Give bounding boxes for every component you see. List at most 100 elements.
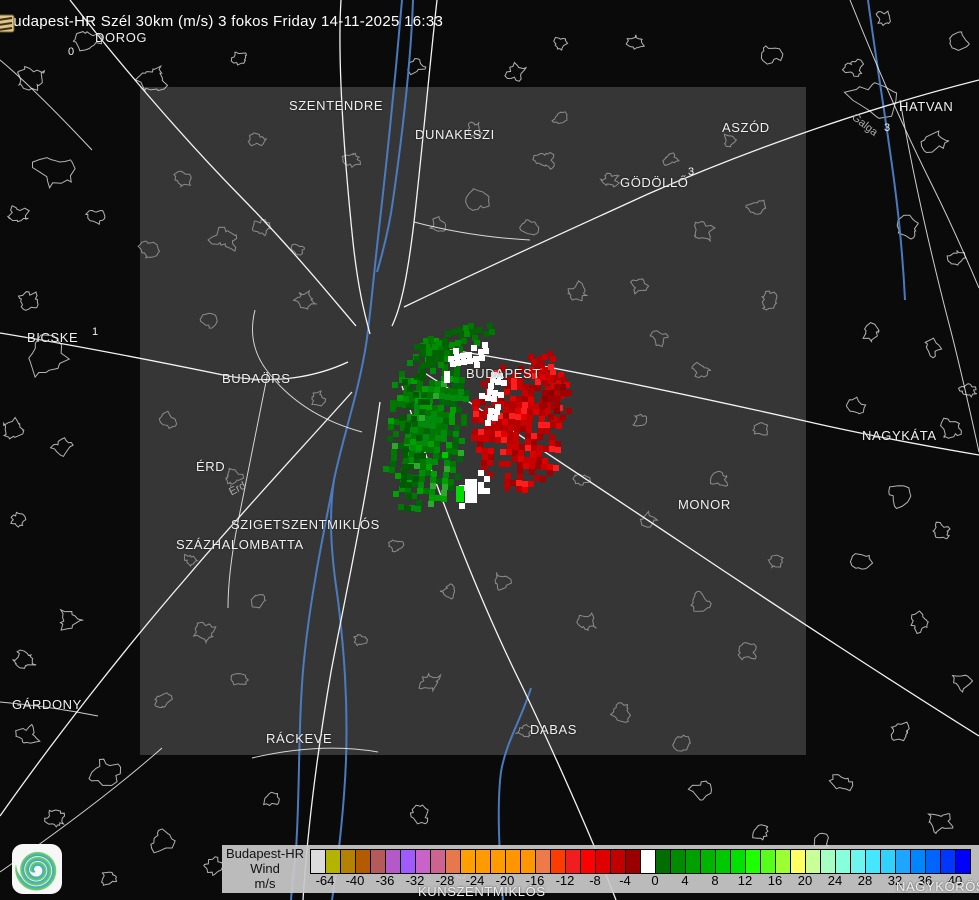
colorbar-cell bbox=[506, 850, 521, 873]
settlement-boundary bbox=[465, 188, 490, 212]
colorbar-tick-label: 8 bbox=[711, 873, 719, 888]
colorbar-tick-label: 32 bbox=[887, 873, 903, 888]
settlement-boundary bbox=[418, 672, 442, 693]
settlement-boundary bbox=[137, 240, 161, 259]
settlement-boundary bbox=[341, 152, 361, 168]
colorbar-tick-label: 0 bbox=[651, 873, 659, 888]
settlement-boundary bbox=[957, 383, 978, 398]
colorbar-cell bbox=[866, 850, 881, 873]
settlement-boundary bbox=[388, 539, 405, 553]
colorbar-cell bbox=[476, 850, 491, 873]
settlement-boundary bbox=[199, 312, 218, 329]
settlement-boundary bbox=[946, 249, 967, 266]
colorbar-cell bbox=[911, 850, 926, 873]
settlement-boundary bbox=[100, 871, 118, 886]
settlement-boundary bbox=[224, 467, 245, 485]
colorbar-tickmark bbox=[325, 870, 326, 873]
settlement-boundary bbox=[150, 828, 176, 854]
road-rackeve-cross bbox=[251, 747, 379, 759]
road-erd bbox=[227, 371, 269, 609]
settlement-boundary bbox=[6, 205, 30, 223]
colorbar-tick-label: -32 bbox=[405, 873, 425, 888]
settlement-boundary bbox=[551, 111, 568, 125]
settlement-boundary bbox=[44, 809, 66, 828]
settlement-boundary bbox=[494, 572, 512, 591]
road-hatvan-a bbox=[849, 0, 979, 289]
settlement-boundary bbox=[760, 290, 778, 311]
settlement-boundary bbox=[183, 553, 199, 568]
settlement-boundary bbox=[250, 594, 267, 609]
colorbar-tickmark bbox=[385, 870, 386, 873]
settlement-boundaries-layer bbox=[2, 10, 978, 886]
settlement-boundary bbox=[939, 417, 962, 439]
colorbar-tick-label: 28 bbox=[857, 873, 873, 888]
legend-product: Budapest-HR bbox=[225, 846, 305, 861]
colorbar-cell bbox=[896, 850, 911, 873]
colorbar-cell bbox=[536, 850, 551, 873]
road-northeast bbox=[403, 79, 979, 308]
colorbar-cell bbox=[731, 850, 746, 873]
settlement-boundary bbox=[767, 554, 785, 569]
settlement-boundary bbox=[920, 130, 950, 154]
colorbar-cell bbox=[776, 850, 791, 873]
colorbar-cell bbox=[791, 850, 806, 873]
settlement-boundary bbox=[409, 804, 429, 825]
settlement-boundary bbox=[49, 437, 74, 458]
settlement-boundary bbox=[2, 416, 25, 440]
colorbar-cell bbox=[416, 850, 431, 873]
colorbar-tick-label: 12 bbox=[737, 873, 753, 888]
settlement-boundary bbox=[845, 396, 867, 415]
settlement-boundary bbox=[862, 322, 881, 343]
settlement-boundary bbox=[16, 65, 46, 91]
settlement-boundary bbox=[849, 553, 874, 570]
colorbar-cell bbox=[836, 850, 851, 873]
settlement-boundary bbox=[687, 780, 713, 801]
settlement-boundary bbox=[11, 649, 37, 669]
swirl-icon bbox=[15, 851, 57, 891]
colorbar-tickmark bbox=[955, 870, 956, 873]
colorbar-cell bbox=[341, 850, 356, 873]
colorbar-cell bbox=[386, 850, 401, 873]
colorbar-cell bbox=[686, 850, 701, 873]
settlement-boundary bbox=[629, 278, 650, 295]
settlement-boundary bbox=[576, 612, 597, 631]
settlement-boundary bbox=[292, 289, 317, 310]
road-southwest bbox=[0, 391, 353, 817]
settlement-boundary bbox=[723, 133, 738, 148]
settlement-boundary bbox=[672, 734, 692, 752]
colorbar-tick-label: -12 bbox=[555, 873, 575, 888]
wind-colorbar bbox=[310, 849, 971, 874]
colorbar-cell bbox=[446, 850, 461, 873]
colorbar-tickmark bbox=[745, 870, 746, 873]
settlement-boundary bbox=[134, 64, 169, 92]
settlement-boundary bbox=[207, 226, 238, 252]
settlement-boundary bbox=[88, 758, 122, 787]
settlement-boundary bbox=[32, 157, 76, 190]
settlement-boundary bbox=[84, 209, 106, 226]
settlement-boundary bbox=[28, 334, 71, 379]
settlement-boundary bbox=[230, 51, 248, 66]
settlement-boundary bbox=[532, 151, 555, 170]
colorbar-cell bbox=[371, 850, 386, 873]
colorbar-cell bbox=[551, 850, 566, 873]
colorbar-tickmark bbox=[895, 870, 896, 873]
colorbar-tickmark bbox=[775, 870, 776, 873]
colorbar-tick-label: -64 bbox=[315, 873, 335, 888]
legend-unit: m/s bbox=[254, 876, 276, 891]
galga-stream bbox=[867, 0, 906, 301]
colorbar-tick-label: 24 bbox=[827, 873, 843, 888]
colorbar-cell bbox=[626, 850, 641, 873]
settlement-boundary bbox=[662, 152, 680, 167]
colorbar-cell bbox=[806, 850, 821, 873]
settlement-boundary bbox=[694, 221, 716, 243]
szentendre-danube-branch bbox=[376, 0, 414, 273]
colorbar-tick-label: -28 bbox=[435, 873, 455, 888]
settlement-boundary bbox=[15, 723, 41, 744]
colorbar-tick-label: -4 bbox=[619, 873, 631, 888]
colorbar-tickmark bbox=[625, 870, 626, 873]
colorbar-cell bbox=[611, 850, 626, 873]
road-dunakeszi-link bbox=[413, 221, 531, 241]
colorbar-cell bbox=[821, 850, 836, 873]
colorbar-cell bbox=[656, 850, 671, 873]
legend-parameter: Wind bbox=[250, 861, 280, 876]
